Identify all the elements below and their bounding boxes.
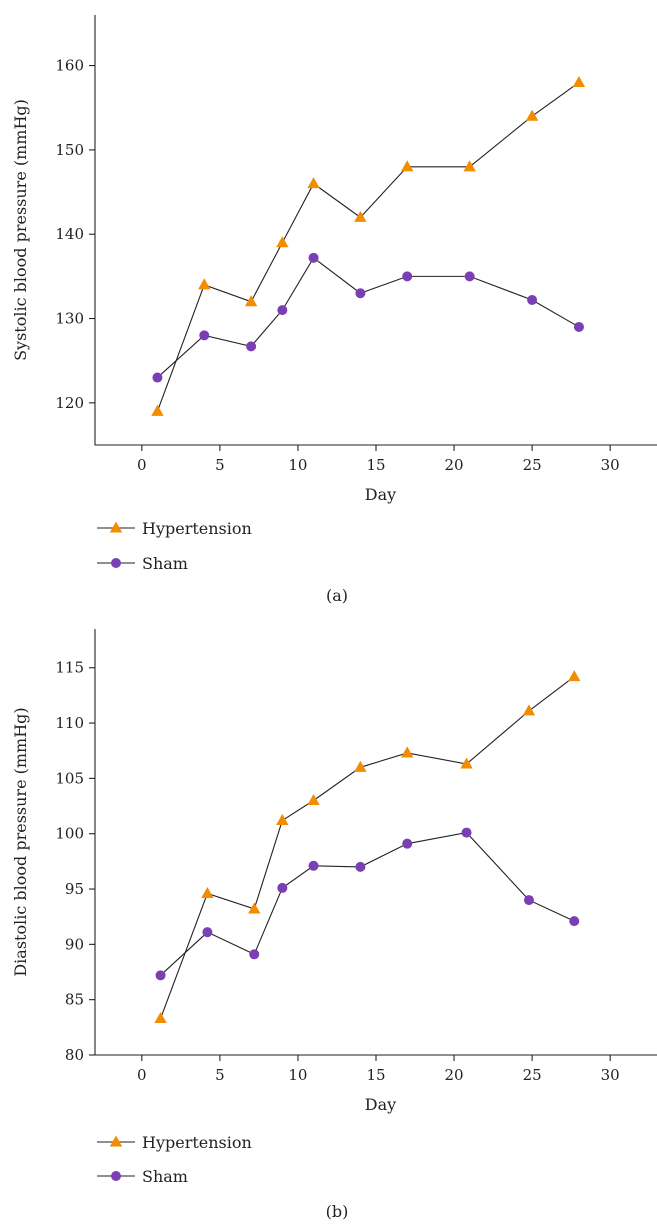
x-tick-label: 5	[215, 456, 225, 474]
legend-marker-hypertension	[109, 521, 123, 533]
legend-label-sham: Sham	[142, 1167, 188, 1186]
x-tick-label: 0	[137, 456, 147, 474]
series-line-sham	[160, 831, 575, 976]
y-tick-label: 110	[55, 714, 84, 732]
data-point-sham	[402, 838, 413, 849]
series-line-sham	[157, 257, 580, 378]
data-point-hypertension	[154, 1011, 167, 1024]
data-point-hypertension	[244, 295, 258, 307]
data-point-sham	[464, 271, 475, 282]
data-point-hypertension	[401, 160, 414, 172]
panel-label: (b)	[326, 1202, 349, 1221]
y-tick-label: 160	[55, 57, 84, 75]
data-point-sham	[523, 895, 534, 906]
data-point-sham	[355, 861, 366, 872]
data-point-sham	[202, 927, 213, 938]
x-tick-label: 10	[288, 1066, 307, 1084]
data-point-hypertension	[307, 794, 320, 806]
y-axis-title: Diastolic blood pressure (mmHg)	[11, 707, 30, 976]
data-point-hypertension	[354, 210, 367, 222]
data-point-hypertension	[463, 160, 476, 172]
data-point-sham	[573, 321, 584, 332]
y-tick-label: 140	[55, 225, 84, 243]
data-point-sham	[155, 970, 166, 981]
series-line-hypertension	[160, 676, 575, 1019]
x-tick-label: 25	[523, 1066, 542, 1084]
axes-frame	[94, 629, 657, 1056]
x-tick-label: 30	[601, 1066, 620, 1084]
chart-panel-a: 0 5 10 15 20 25 30 120 130 140 150 160 Day Systolic b…	[0, 0, 657, 612]
x-tick-label: 25	[523, 456, 542, 474]
x-tick-label: 10	[288, 456, 307, 474]
y-tick-label: 115	[55, 659, 84, 677]
data-point-sham	[308, 860, 319, 871]
data-point-sham	[246, 341, 257, 352]
chart-svg: 0 5 10 15 20 25 30 80 85 90 95 100 105 110 115 Day Diast…	[11, 629, 657, 1221]
data-point-sham	[402, 271, 413, 282]
x-tick-label: 15	[366, 1066, 385, 1084]
x-tick-label: 30	[601, 456, 620, 474]
data-point-sham	[277, 305, 288, 316]
data-point-hypertension	[525, 109, 539, 121]
x-tick-label: 0	[137, 1066, 147, 1084]
data-point-hypertension	[572, 75, 586, 88]
data-point-sham	[355, 288, 366, 299]
data-point-hypertension	[401, 746, 414, 758]
x-tick-label: 20	[445, 1066, 464, 1084]
chart-panel-b: 0 5 10 15 20 25 30 80 85 90 95 100 105 110 115 Day Diast…	[0, 612, 657, 1225]
data-point-hypertension	[307, 177, 320, 189]
data-point-hypertension	[276, 813, 289, 825]
legend-marker-hypertension	[109, 1135, 123, 1147]
legend-marker-sham	[111, 1171, 121, 1181]
panel-label: (a)	[326, 586, 348, 605]
data-point-hypertension	[198, 278, 211, 290]
data-point-hypertension	[460, 757, 473, 769]
y-tick-label: 90	[65, 935, 84, 953]
y-tick-label: 130	[55, 310, 84, 328]
data-point-sham	[527, 294, 538, 305]
x-tick-label: 15	[366, 456, 385, 474]
data-point-hypertension	[354, 760, 367, 772]
data-point-hypertension	[201, 886, 214, 899]
x-axis-title: Day	[365, 1095, 396, 1114]
data-point-hypertension	[248, 902, 261, 914]
data-point-sham	[199, 330, 210, 341]
series-line-hypertension	[156, 82, 580, 412]
y-tick-label: 100	[55, 825, 84, 843]
y-tick-label: 150	[55, 141, 84, 159]
data-point-sham	[249, 949, 260, 960]
data-point-sham	[152, 372, 163, 383]
y-tick-label: 85	[65, 991, 84, 1009]
legend-label-hypertension: Hypertension	[142, 519, 252, 538]
legend-marker-sham	[111, 558, 121, 568]
y-tick-label: 95	[65, 880, 84, 898]
y-tick-label: 80	[65, 1046, 84, 1064]
data-point-hypertension	[151, 404, 164, 416]
data-point-sham	[308, 252, 319, 263]
data-point-sham	[461, 827, 472, 838]
y-axis-title: Systolic blood pressure (mmHg)	[11, 99, 30, 361]
y-tick-label: 120	[55, 394, 84, 412]
x-axis-title: Day	[365, 485, 396, 504]
chart-svg: 0 5 10 15 20 25 30 120 130 140 150 160 Day Systolic b…	[11, 15, 657, 605]
legend-label-hypertension: Hypertension	[142, 1133, 252, 1152]
x-tick-label: 20	[445, 456, 464, 474]
data-point-sham	[277, 882, 288, 893]
axes-frame	[94, 15, 657, 446]
data-point-sham	[569, 916, 580, 927]
y-tick-label: 105	[55, 769, 84, 787]
data-point-hypertension	[522, 704, 536, 716]
data-point-hypertension	[276, 236, 289, 248]
data-point-hypertension	[568, 670, 581, 682]
legend-label-sham: Sham	[142, 554, 188, 573]
x-tick-label: 5	[215, 1066, 225, 1084]
